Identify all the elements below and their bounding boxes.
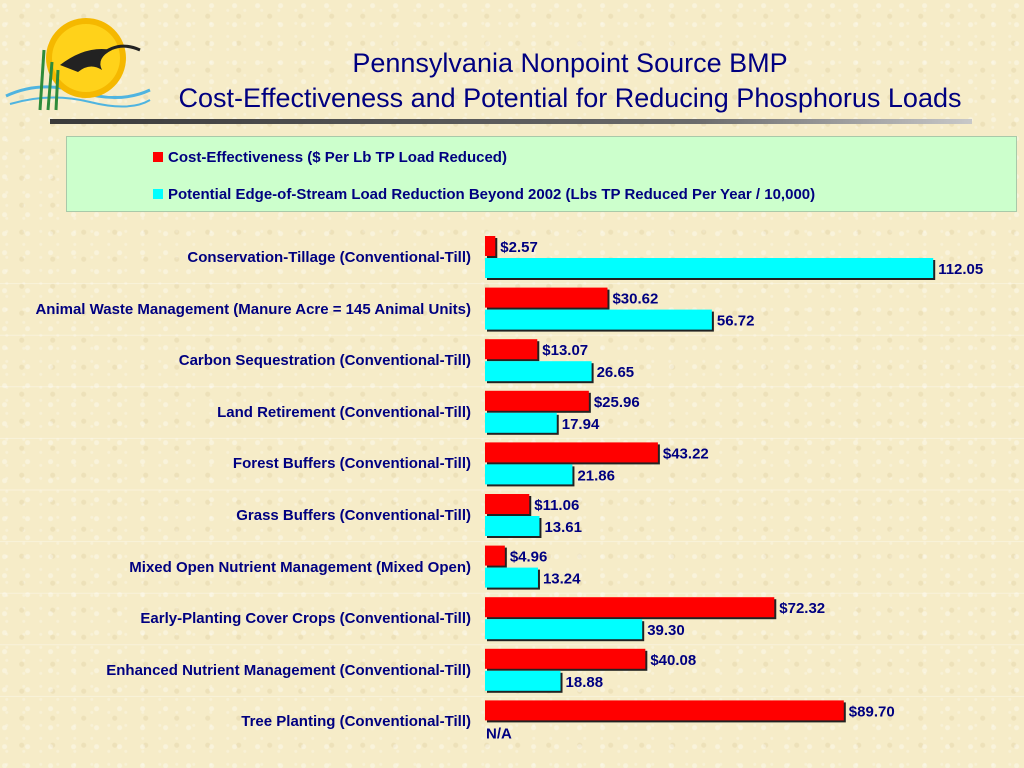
legend: Cost-Effectiveness ($ Per Lb TP Load Red… <box>66 136 1017 212</box>
chart-title-line-2: Cost-Effectiveness and Potential for Red… <box>178 83 962 113</box>
bar-chart: $2.57 112.05 $30.62 56.72 $13.07 26.65 $25.96 1… <box>0 236 1024 742</box>
chart-title-line-1: Pennsylvania Nonpoint Source BMP <box>352 48 788 78</box>
data-label-load: 39.30 <box>647 622 685 639</box>
bar-cost <box>485 494 530 514</box>
bar-load <box>485 567 538 588</box>
bar-cost <box>485 236 496 256</box>
data-label-cost: $13.07 <box>542 342 588 359</box>
bar-load <box>485 619 643 640</box>
bar-load <box>485 361 592 382</box>
data-label-load: 13.24 <box>543 571 581 588</box>
bar-load <box>485 258 934 278</box>
data-label-load: 112.05 <box>938 261 983 278</box>
bar-load <box>485 516 540 536</box>
data-label-cost: $25.96 <box>594 394 640 411</box>
legend-swatch-cost <box>153 152 163 162</box>
bar-cost <box>485 339 538 360</box>
data-label-load: 17.94 <box>562 416 600 433</box>
title-divider <box>50 119 972 124</box>
data-label-cost: $11.06 <box>534 497 579 514</box>
category-label: Animal Waste Management (Manure Acre = 1… <box>35 300 471 318</box>
data-label-cost: $4.96 <box>510 549 548 566</box>
data-label-load: 13.61 <box>544 519 582 536</box>
bar-load <box>485 309 712 330</box>
data-label-load: 26.65 <box>597 364 635 381</box>
category-label: Mixed Open Nutrient Management (Mixed Op… <box>129 558 471 576</box>
bar-cost <box>485 700 844 721</box>
bar-cost <box>485 390 589 411</box>
legend-label-cost: Cost-Effectiveness ($ Per Lb TP Load Red… <box>168 148 507 166</box>
data-label-cost: $89.70 <box>849 703 895 720</box>
bar-load <box>485 412 557 433</box>
category-label: Forest Buffers (Conventional-Till) <box>232 455 471 473</box>
data-label-cost: $30.62 <box>612 291 658 308</box>
category-label: Land Retirement (Conventional-Till) <box>217 403 471 421</box>
legend-item-load: Potential Edge-of-Stream Load Reduction … <box>153 184 815 204</box>
legend-label-load: Potential Edge-of-Stream Load Reduction … <box>168 185 816 203</box>
logo-graphic <box>5 18 151 111</box>
data-label-cost: $40.08 <box>650 652 696 669</box>
data-label-cost: $2.57 <box>500 239 538 256</box>
bar-cost <box>485 287 608 308</box>
category-label: Grass Buffers (Conventional-Till) <box>236 507 471 524</box>
data-label-load: 56.72 <box>717 313 755 330</box>
bar-cost <box>485 597 775 618</box>
category-label: Carbon Sequestration (Conventional-Till) <box>178 352 471 370</box>
category-label: Conservation-Tillage (Conventional-Till) <box>187 249 471 266</box>
category-label: Tree Planting (Conventional-Till) <box>241 713 471 731</box>
data-label-load: 21.86 <box>577 467 615 484</box>
data-label-cost: $43.22 <box>663 445 709 462</box>
data-label-load: N/A <box>486 725 512 742</box>
category-label: Early-Planting Cover Crops (Conventional… <box>140 610 471 628</box>
bar-load <box>485 464 573 485</box>
bar-cost <box>485 545 505 566</box>
bar-load <box>485 670 561 691</box>
bar-cost <box>485 648 646 669</box>
legend-swatch-load <box>153 189 163 199</box>
legend-item-cost: Cost-Effectiveness ($ Per Lb TP Load Red… <box>153 147 507 167</box>
data-label-cost: $72.32 <box>779 600 825 617</box>
category-label: Enhanced Nutrient Management (Convention… <box>106 661 471 679</box>
data-label-load: 18.88 <box>566 674 604 691</box>
bar-cost <box>485 442 658 463</box>
